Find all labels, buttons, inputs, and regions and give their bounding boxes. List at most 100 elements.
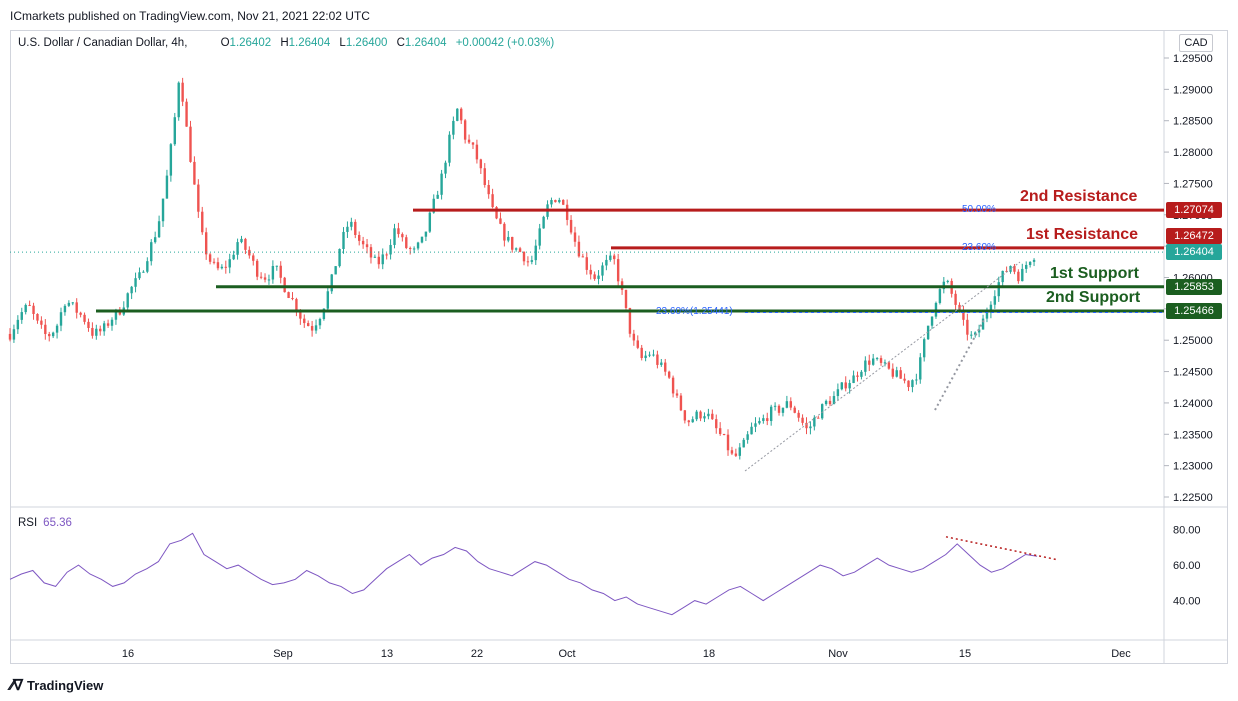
candle-up	[220, 266, 224, 269]
candle-up	[428, 212, 432, 232]
candle-up	[507, 236, 510, 241]
candle-down	[306, 323, 310, 327]
candle-up	[424, 231, 428, 237]
candle-down	[722, 434, 726, 436]
candle-up	[758, 420, 761, 424]
candle-up	[813, 417, 816, 427]
candle-up	[993, 296, 997, 305]
candle-up	[644, 355, 647, 359]
candle-up	[746, 434, 749, 440]
price-tag-r1: 1.26472	[1166, 228, 1222, 244]
fib-trend-line	[744, 261, 1021, 472]
candle-up	[691, 419, 694, 423]
candle-down	[255, 260, 259, 277]
candle-up	[334, 266, 337, 275]
tradingview-logo-icon: ⁄⁄∇	[10, 677, 23, 694]
candle-down	[683, 410, 687, 421]
candle-down	[279, 265, 282, 278]
candle-up	[63, 305, 67, 313]
candle-down	[1013, 265, 1016, 272]
candle-up	[997, 282, 1000, 297]
candle-up	[542, 216, 545, 229]
candle-down	[397, 228, 400, 235]
fib-236-upper-label: 23.60%	[962, 242, 996, 253]
candle-up	[432, 198, 435, 213]
candle-down	[401, 234, 404, 238]
open-key: O	[220, 37, 230, 49]
candle-down	[632, 333, 636, 341]
candle-down	[48, 334, 51, 337]
rsi-pane: 80.00 60.00 40.00	[9, 525, 1201, 616]
candle-down	[224, 266, 227, 268]
candle-up	[350, 221, 353, 227]
candle-up	[153, 237, 157, 243]
candle-down	[44, 324, 47, 335]
candle-down	[252, 255, 255, 261]
candle-up	[146, 261, 149, 272]
candle-up	[738, 447, 741, 456]
level-lines	[10, 208, 1164, 472]
candle-down	[475, 144, 479, 160]
candle-down	[181, 82, 184, 102]
candle-up	[977, 329, 981, 333]
candle-down	[299, 311, 302, 319]
candle-down	[734, 453, 738, 456]
candle-down	[259, 276, 263, 278]
candle-down	[87, 321, 90, 328]
tradingview-brand[interactable]: ⁄⁄∇ TradingView	[10, 676, 103, 694]
candle-up	[809, 426, 812, 429]
rsi-tick-label: 40.00	[1173, 596, 1201, 608]
candle-up	[161, 198, 165, 222]
candle-down	[32, 305, 35, 314]
candle-down	[1005, 270, 1008, 272]
candle-down	[730, 450, 734, 454]
candle-down	[565, 204, 569, 220]
candle-up	[169, 144, 173, 176]
candle-down	[581, 256, 585, 258]
candle-down	[962, 310, 965, 320]
candle-up	[605, 259, 608, 266]
candle-down	[487, 184, 490, 195]
currency-button[interactable]: CAD	[1179, 34, 1213, 52]
candle-up	[232, 254, 235, 260]
candle-down	[40, 320, 43, 325]
candle-down	[36, 313, 39, 321]
candle-up	[24, 304, 27, 313]
candle-up	[12, 329, 16, 340]
candle-down	[577, 241, 581, 257]
candle-up	[864, 360, 867, 372]
candle-down	[667, 371, 671, 378]
candle-up	[318, 319, 322, 326]
time-axis: 16 Sep 13 22 Oct 18 Nov 15 Dec	[122, 648, 1131, 660]
candle-down	[358, 235, 361, 241]
candle-up	[946, 280, 949, 282]
change-value: +0.00042 (+0.03%)	[455, 37, 555, 49]
candle-up	[597, 275, 600, 279]
candle-down	[463, 120, 467, 140]
candle-up	[754, 423, 757, 427]
candle-up	[67, 302, 71, 306]
support-2-label: 2nd Support	[1046, 289, 1141, 306]
candle-down	[711, 413, 714, 420]
time-tick-label: 16	[122, 648, 134, 660]
price-grid	[10, 30, 1228, 664]
candle-up	[981, 318, 985, 330]
candle-down	[518, 248, 522, 252]
candle-up	[824, 400, 828, 405]
candle-up	[703, 416, 706, 419]
candle-up	[1028, 261, 1032, 265]
symbol-name: U.S. Dollar / Canadian Dollar, 4h,	[18, 37, 188, 49]
low-key: L	[339, 37, 346, 49]
candle-up	[165, 175, 169, 199]
candle-down	[636, 340, 639, 348]
candle-down	[75, 302, 78, 313]
candle-up	[440, 173, 443, 195]
candle-up	[695, 411, 698, 420]
candle-up	[832, 396, 836, 405]
price-tag-r2: 1.27074	[1166, 202, 1222, 218]
candle-up	[707, 413, 710, 417]
candle-down	[573, 232, 577, 242]
candle-down	[777, 405, 781, 413]
candle-down	[377, 256, 381, 265]
